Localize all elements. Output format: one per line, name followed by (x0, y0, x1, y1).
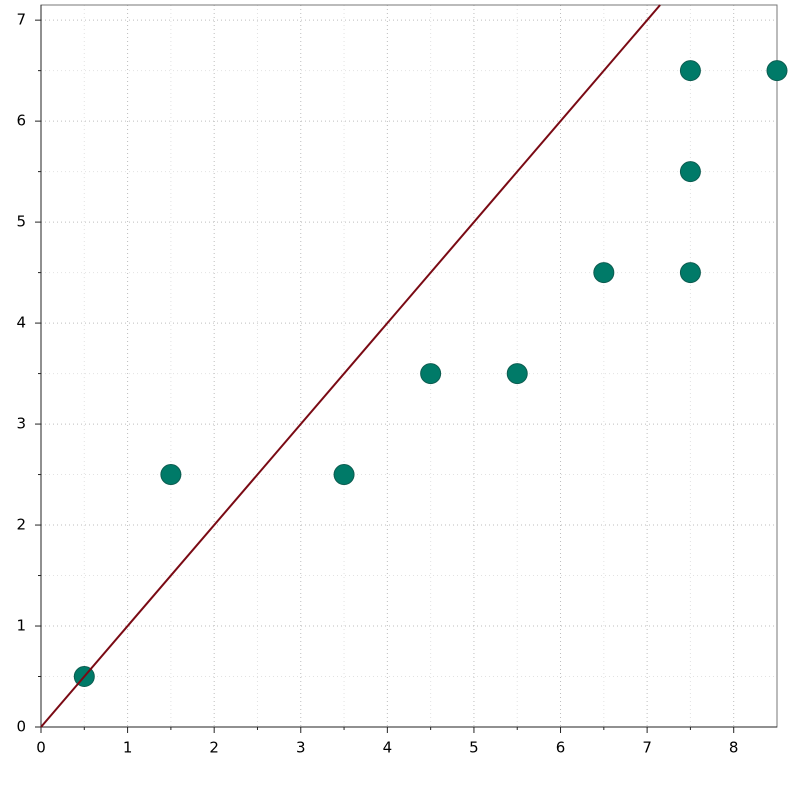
x-tick-label: 1 (123, 739, 133, 757)
scatter-point (333, 464, 355, 486)
y-tick-label: 5 (16, 213, 26, 231)
scatter-point (593, 262, 615, 284)
scatter-point (766, 60, 788, 82)
x-tick-label: 2 (209, 739, 219, 757)
reference-line (40, 4, 661, 728)
scatter-point (160, 464, 182, 486)
x-tick-label: 5 (469, 739, 479, 757)
scatter-point (420, 363, 442, 385)
y-tick-label: 1 (16, 617, 26, 635)
y-tick-label: 3 (16, 415, 26, 433)
x-tick-label: 3 (296, 739, 306, 757)
y-tick-label: 2 (16, 516, 26, 534)
y-tick-label: 4 (16, 314, 26, 332)
x-tick-label: 0 (36, 739, 46, 757)
x-tick-label: 6 (556, 739, 566, 757)
x-tick-label: 7 (642, 739, 652, 757)
scatter-point (679, 262, 701, 284)
y-tick-label: 6 (16, 112, 26, 130)
scatter-point (679, 161, 701, 183)
y-tick-label: 0 (16, 718, 26, 736)
x-tick-label: 4 (383, 739, 393, 757)
scatter-point (679, 60, 701, 82)
scatter-point (506, 363, 528, 385)
y-tick-label: 7 (16, 11, 26, 29)
plot-frame (40, 4, 778, 728)
x-tick-label: 8 (729, 739, 739, 757)
